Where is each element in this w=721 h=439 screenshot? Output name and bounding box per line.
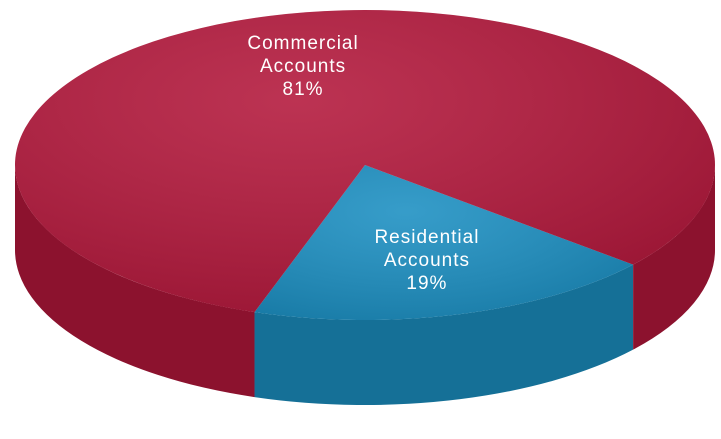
label-line: Accounts <box>260 56 346 77</box>
slice-side <box>254 264 634 405</box>
value-label: 19% <box>406 273 447 294</box>
slice-label: Residential Accounts <box>374 227 479 271</box>
slice-side <box>633 165 715 350</box>
slice-label: Commercial Accounts <box>247 33 358 77</box>
slice-shade <box>15 9 716 313</box>
value-label: 81% <box>283 79 324 100</box>
slice-side <box>15 165 255 398</box>
label-line: Commercial <box>247 33 358 54</box>
label-line: Accounts <box>384 250 470 271</box>
slice-shade <box>254 165 634 320</box>
label-line: Residential <box>374 227 479 248</box>
